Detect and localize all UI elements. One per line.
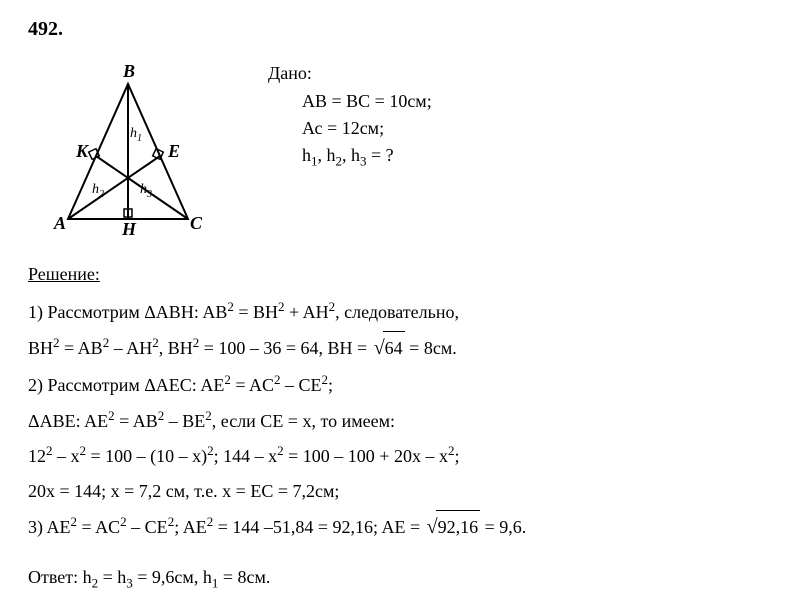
given-line-1: AB = BC = 10см; — [268, 88, 432, 115]
solution-line-1: 1) Рассмотрим ΔABH: AB2 = BH2 + AH2, сле… — [28, 295, 764, 328]
answer-line: Ответ: h2 = h3 = 9,6см, h1 = 8см. — [28, 561, 764, 595]
vertex-a: A — [53, 213, 66, 233]
solution-title: Решение: — [28, 264, 764, 285]
solution-line-2: BH2 = AB2 – AH2, BH2 = 100 – 36 = 64, BH… — [28, 330, 764, 366]
solution-line-5: 122 – x2 = 100 – (10 – x)2; 144 – x2 = 1… — [28, 439, 764, 472]
top-row: B A C K E H h1 h2 h3 Дано: AB = BC = 10с… — [28, 59, 764, 244]
given-line-3: h1, h2, h3 = ? — [268, 142, 432, 171]
solution-line-7: 3) AE2 = AC2 – CE2; AE2 = 144 –51,84 = 9… — [28, 509, 764, 545]
solution-line-6: 20x = 144; x = 7,2 см, т.е. x = EC = 7,2… — [28, 475, 764, 507]
sqrt-icon: 92,16 — [425, 509, 480, 545]
vertex-e: E — [167, 141, 180, 161]
given-title: Дано: — [268, 63, 432, 84]
problem-number: 492. — [28, 18, 764, 41]
h3-label: h3 — [140, 182, 152, 200]
vertex-k: K — [75, 141, 90, 161]
triangle-diagram: B A C K E H h1 h2 h3 — [28, 59, 228, 244]
given-block: Дано: AB = BC = 10см; Ас = 12см; h1, h2,… — [268, 59, 432, 171]
solution-line-3: 2) Рассмотрим ΔAEC: AE2 = AC2 – CE2; — [28, 368, 764, 401]
vertex-b: B — [122, 61, 135, 81]
sqrt-icon: 64 — [372, 330, 405, 366]
solution-line-4: ΔABE: AE2 = AB2 – BE2, если CE = x, то и… — [28, 404, 764, 437]
vertex-c: C — [190, 213, 203, 233]
vertex-h: H — [121, 219, 137, 239]
given-line-2: Ас = 12см; — [268, 115, 432, 142]
h1-label: h1 — [130, 126, 142, 144]
